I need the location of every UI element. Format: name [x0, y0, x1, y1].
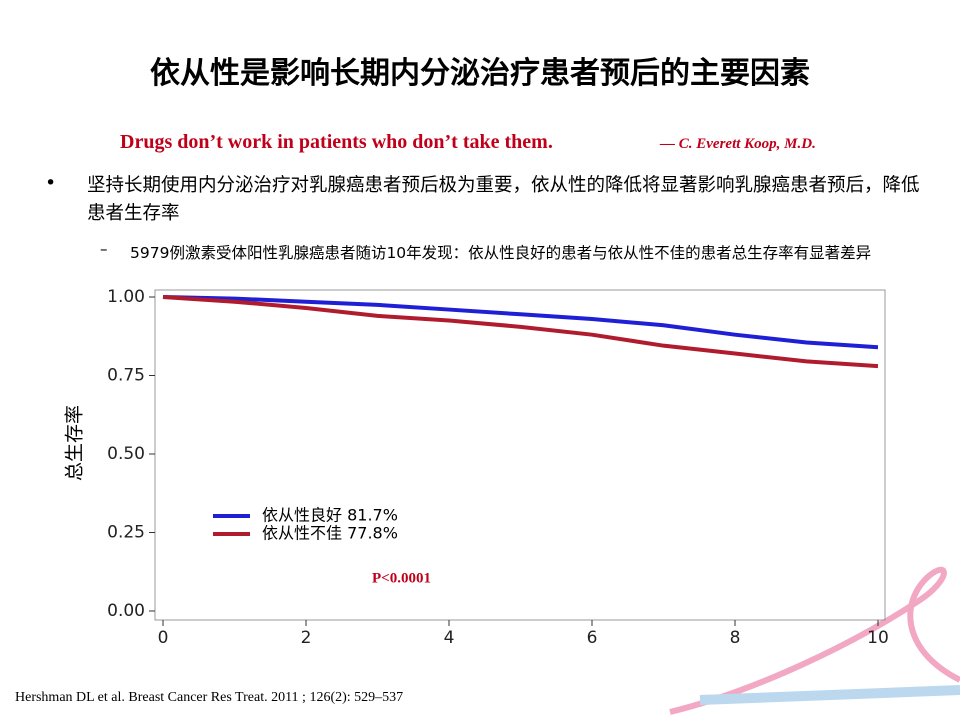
- y-axis-label: 总生存率: [64, 405, 86, 481]
- y-tick-label: 0.75: [107, 366, 145, 386]
- annotation: P<0.0001: [372, 570, 431, 586]
- x-tick-label: 0: [158, 628, 169, 648]
- y-tick-label: 0.25: [107, 523, 145, 543]
- quote: Drugs don’t work in patients who don’t t…: [120, 131, 553, 153]
- x-tick-label: 10: [867, 628, 889, 648]
- x-tick-label: 4: [444, 628, 455, 648]
- skyline: [699, 685, 960, 705]
- bullet: 坚持长期使用内分泌治疗对乳腺癌患者预后极为重要，依从性的降低将显著影响乳腺癌患者…: [87, 175, 920, 224]
- survival-line: [162, 295, 879, 369]
- legend-label: 依从性良好 81.7%: [262, 506, 398, 525]
- bullet-mark: •: [45, 172, 57, 194]
- x-tick-label: 2: [301, 628, 312, 648]
- survival-line: [162, 295, 879, 350]
- x-tick-label: 6: [587, 628, 598, 648]
- citation: Hershman DL et al. Breast Cancer Res Tre…: [15, 690, 404, 705]
- slide-title: 依从性是影响长期内分泌治疗患者预后的主要因素: [150, 56, 810, 91]
- y-tick-label: 0.50: [107, 444, 145, 464]
- sub-bullet-mark: –: [100, 240, 108, 258]
- ribbon: [669, 566, 960, 715]
- plot-frame: [154, 289, 886, 621]
- y-tick-label: 1.00: [107, 287, 145, 307]
- y-tick-label: 0.00: [107, 601, 145, 621]
- x-tick-label: 8: [730, 628, 741, 648]
- sub-bullet: 5979例激素受体阳性乳腺癌患者随访10年发现：依从性良好的患者与依从性不佳的患…: [130, 244, 872, 262]
- quote-author: — C. Everett Koop, M.D.: [660, 136, 816, 152]
- legend-label: 依从性不佳 77.8%: [262, 524, 398, 543]
